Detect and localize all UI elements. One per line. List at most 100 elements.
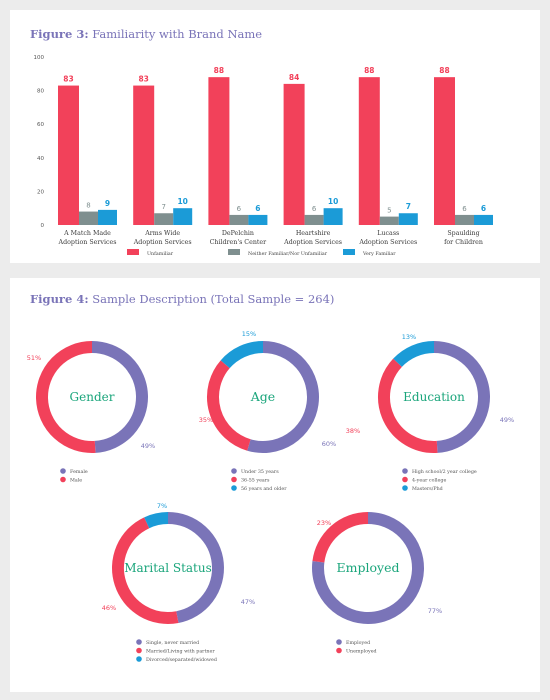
bar-unfamiliar [58,85,79,225]
bar-unfamiliar [434,77,455,225]
legend-label: Married/Living with partner [146,649,215,655]
legend-dot [60,476,66,483]
y-tick-label: 0 [41,223,45,229]
donut-slice [144,512,169,529]
data-label-unfamiliar: 83 [63,75,73,84]
donut-title: Marital Status [124,561,212,575]
bar-very-familiar [398,213,418,225]
slice-label: 51% [27,354,41,362]
bar-neither [455,214,474,225]
x-tick-label: Adoption Services [283,239,342,246]
donut-slice [312,512,424,624]
data-label-very-familiar: 7 [406,202,411,211]
y-tick-label: 100 [34,55,45,61]
figure-3-title-text: Familiarity with Brand Name [92,27,263,41]
x-tick-label: DePelchin [222,230,254,237]
figure-3-panel: Figure 3: Familiarity with Brand Name 0 2… [10,10,540,263]
donut-slice [167,512,224,624]
legend-dot [136,647,142,654]
legend-dot [402,485,408,491]
figure-3-title: Figure 3: Familiarity with Brand Name [30,27,262,41]
data-label-unfamiliar: 88 [364,66,374,75]
bar-neither [154,213,174,225]
bar-neither [79,211,98,225]
data-label-neither: 8 [86,202,90,210]
legend-label: Male [70,478,82,484]
data-label-very-familiar: 10 [177,197,187,206]
figure-4-title: Figure 4: Sample Description (Total Samp… [30,292,334,306]
donut-slice [112,517,179,624]
legend-label: 4-year college [412,478,446,484]
bar-neither [229,214,249,225]
bar-very-familiar [323,208,343,225]
slice-label: 13% [402,333,416,341]
legend-label: Under 35 years [241,469,279,475]
x-tick-label: Lucass [377,230,399,237]
donut-slice [393,341,435,368]
legend-swatch-very-familiar [343,249,355,255]
bar-neither [304,214,324,225]
donut-slice [433,341,490,453]
x-tick-label: Arms Wide [144,230,180,237]
figure-4-title-text: Sample Description (Total Sample = 264) [92,292,335,306]
legend-dot [336,647,342,654]
data-label-very-familiar: 9 [105,199,110,208]
donut-slice [378,358,438,453]
legend-dot [231,485,237,491]
legend-dot [231,468,237,474]
figure-4-panel: Figure 4: Sample Description (Total Samp… [10,278,540,692]
legend-swatch-unfamiliar [127,249,139,255]
y-tick-label: 20 [37,189,44,195]
x-tick-label: Adoption Services [133,239,192,246]
bar-unfamiliar [133,85,155,225]
data-label-very-familiar: 6 [481,204,486,213]
x-tick-label: Children's Center [210,239,268,246]
bar-very-familiar [173,208,193,225]
legend-label: 56 years and older [241,486,287,492]
bar-neither [379,216,399,225]
x-tick-label: Adoption Services [58,239,117,246]
x-tick-label: Adoption Services [358,239,417,246]
bar-chart: 0 20 40 60 80 100 83 8 9 A Match Made Adoption Ser… [34,55,493,257]
slice-label: 77% [428,607,442,615]
slice-label: 49% [141,442,155,450]
bar-very-familiar [474,214,493,225]
legend-label: Unemployed [346,649,377,655]
legend-swatch-neither [228,249,240,255]
data-label-unfamiliar: 88 [439,66,449,75]
y-tick-label: 80 [37,89,44,95]
legend-label: Masters/Phd [412,486,443,492]
x-tick-label: Spaulding [447,230,479,237]
legend-label-neither: Neither Familiar/Nor Unfamiliar [248,251,328,257]
donut-title: Employed [337,560,400,575]
data-label-unfamiliar: 88 [214,66,224,75]
legend-dot [136,639,142,645]
legend-label: High school/2 year college [412,469,477,475]
x-tick-label: Heartshire [296,230,331,237]
legend-label-very-familiar: Very Familiar [362,251,396,257]
slice-label: 15% [242,330,256,338]
x-tick-label: A Match Made [63,230,111,237]
legend-label-unfamiliar: Unfamiliar [147,251,174,257]
data-label-neither: 7 [161,203,165,211]
legend-label: Divorced/separated/widowed [146,657,217,663]
donut-slice [220,341,264,369]
slice-label: 60% [322,440,336,448]
slice-label: 46% [102,604,116,612]
legend-dot [336,639,342,645]
slice-label: 7% [157,502,167,510]
donut-slice [247,341,319,453]
legend-dot [60,468,66,474]
legend-dot [402,468,408,474]
y-tick-label: 40 [37,156,44,162]
legend-label: Employed [346,640,370,646]
donut-slice [207,360,251,451]
donut-charts: 49% 51% Gender Female Male 60% 35% 15% Age Under … [27,330,514,663]
legend-dot [402,476,408,483]
slice-label: 35% [199,416,213,424]
figure-4-label: Figure 4: [30,292,89,306]
legend-label: Single, never married [146,640,199,646]
x-tick-label: for Children [444,239,483,246]
data-label-very-familiar: 6 [255,204,260,213]
legend-label: Female [70,469,88,475]
